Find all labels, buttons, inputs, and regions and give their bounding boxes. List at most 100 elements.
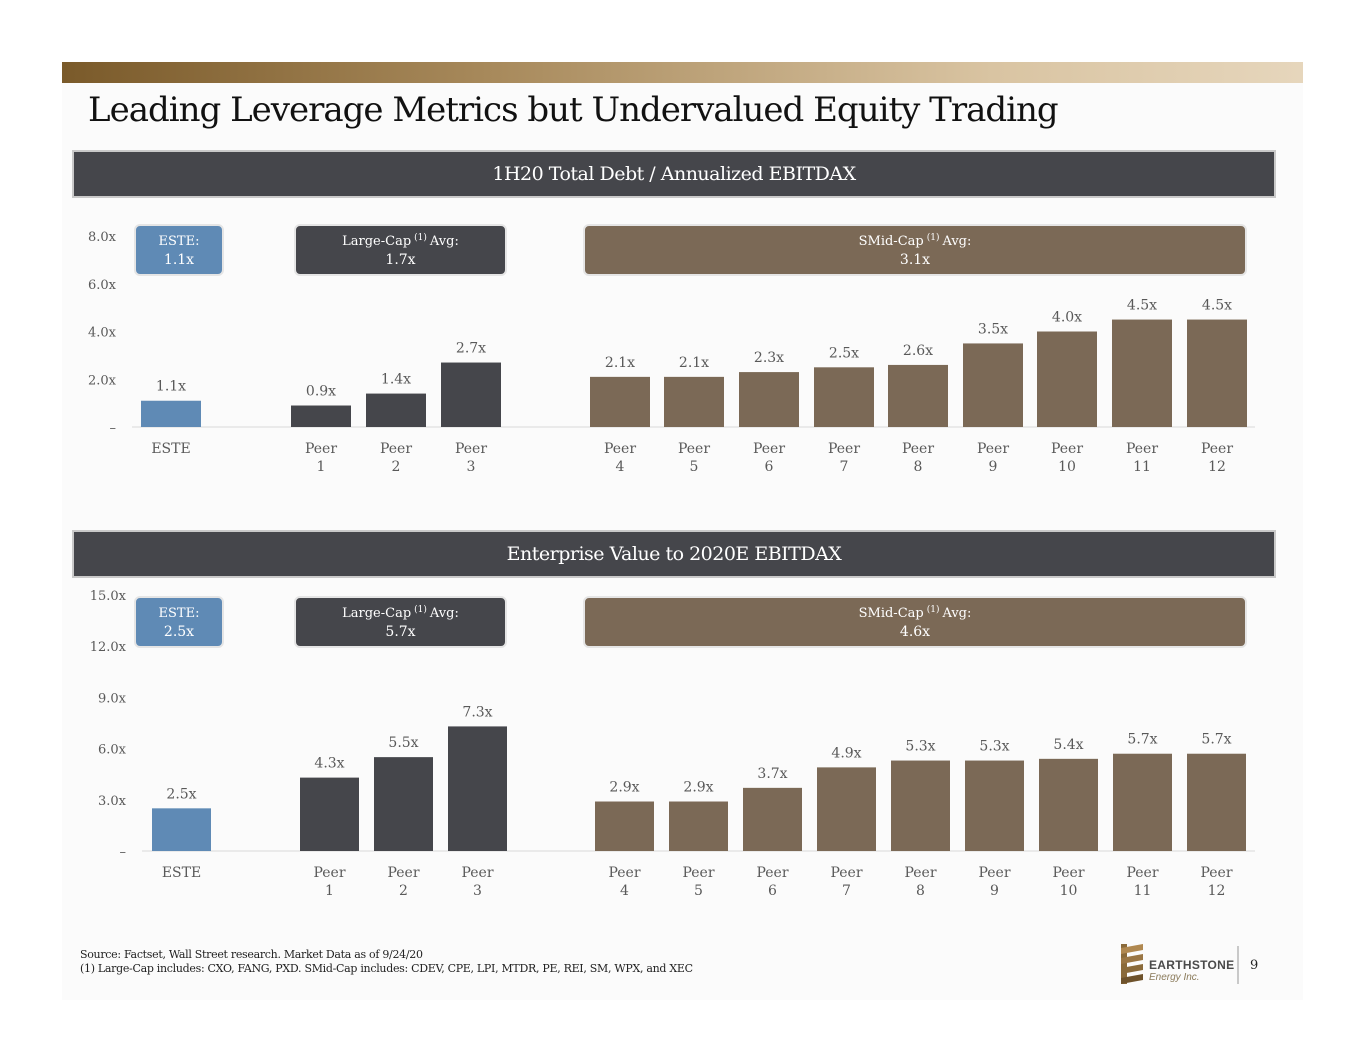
chart1-category-label: 2 [392, 459, 401, 475]
chart1-bar-peer-1 [291, 405, 351, 427]
chart1-category-label: 4 [616, 459, 625, 475]
chart2-bar-peer-7 [817, 767, 876, 851]
chart1-data-label: 0.9x [306, 384, 336, 400]
chart2-bar-peer-1 [300, 777, 359, 851]
chart1-category-label: Peer [902, 441, 934, 457]
chart2-avg-suffix: Avg: [429, 606, 459, 621]
chart2-category-label: Peer [608, 865, 640, 881]
chart1-avg-label-large_cap: Large-Cap (1) Avg: [342, 232, 459, 249]
chart2-category-label: Peer [313, 865, 345, 881]
chart1-category-label: Peer [1051, 441, 1083, 457]
chart1-category-label: Peer [305, 441, 337, 457]
chart1-avg-label-text: ESTE: [159, 234, 200, 249]
logo-subtitle: Energy Inc. [1149, 972, 1200, 983]
earthstone-logo-icon [1121, 944, 1143, 984]
chart2-ytick: – [120, 845, 127, 860]
chart2-avg-value-large_cap: 5.7x [385, 624, 415, 640]
chart2-avg-label-text: ESTE: [159, 606, 200, 621]
chart1-data-label: 2.5x [829, 345, 859, 361]
chart1-bar-peer-5 [664, 376, 724, 427]
chart1-category-label: 8 [914, 459, 923, 475]
chart1-avg-label-text: SMid-Cap [859, 234, 924, 249]
chart1-avg-label-text: Large-Cap [342, 234, 411, 249]
chart2-data-label: 5.3x [905, 739, 935, 755]
chart1-ytick: 6.0x [88, 278, 117, 293]
chart2-avg-label-large_cap: Large-Cap (1) Avg: [342, 604, 459, 621]
chart2-avg-box-este [134, 596, 224, 648]
chart2-data-label: 5.7x [1127, 732, 1157, 748]
chart2-avg-footnote-mark: (1) [414, 604, 427, 615]
logo-name: EARTHSTONE [1149, 958, 1235, 972]
chart2-bar-peer-5 [669, 801, 728, 851]
chart1-data-label: 4.5x [1127, 298, 1157, 314]
chart1-avg-value-large_cap: 1.7x [385, 252, 415, 268]
page-title: Leading Leverage Metrics but Undervalued… [88, 90, 1059, 130]
chart2-category-label: 12 [1208, 883, 1226, 899]
chart2-data-label: 5.4x [1053, 737, 1083, 753]
chart1-category-label: Peer [604, 441, 636, 457]
chart1-bar-peer-11 [1112, 319, 1172, 427]
chart1-data-label: 2.1x [679, 355, 709, 371]
chart2-category-label: 5 [694, 883, 703, 899]
chart1-bar-peer-8 [888, 364, 948, 427]
chart2-avg-box-smid_cap [583, 596, 1247, 648]
chart2-bar-peer-8 [891, 760, 950, 851]
chart1-category-label: Peer [1126, 441, 1158, 457]
chart2-bar-peer-2 [374, 757, 433, 851]
chart2-bar-peer-11 [1113, 753, 1172, 851]
chart2-category-label: Peer [978, 865, 1010, 881]
chart1-bar-peer-12 [1187, 319, 1247, 427]
chart2-category-label: 4 [620, 883, 629, 899]
chart2-avg-value-smid_cap: 4.6x [900, 624, 930, 640]
chart2-category-label: Peer [387, 865, 419, 881]
chart2-category-label: 10 [1060, 883, 1078, 899]
footnote-source: Source: Factset, Wall Street research. M… [80, 948, 423, 961]
chart1-bar-peer-2 [366, 393, 426, 427]
chart2-category-label: Peer [756, 865, 788, 881]
chart1-category-label: Peer [455, 441, 487, 457]
chart1-data-label: 1.1x [156, 379, 186, 395]
chart1-data-label: 3.5x [978, 321, 1008, 337]
chart2-title: Enterprise Value to 2020E EBITDAX [72, 530, 1276, 578]
chart2-data-label: 2.9x [609, 780, 639, 796]
chart2-avg-label-smid_cap: SMid-Cap (1) Avg: [859, 604, 972, 621]
chart1-category-label: 10 [1058, 459, 1076, 475]
chart2-ytick: 9.0x [98, 691, 127, 706]
chart1-data-label: 2.3x [754, 350, 784, 366]
chart1-bar-peer-6 [739, 372, 799, 427]
chart1-avg-box-smid_cap [583, 224, 1247, 276]
chart1-avg-footnote-mark: (1) [414, 232, 427, 243]
chart2-category-label: ESTE [162, 865, 201, 881]
chart1-avg-footnote-mark: (1) [927, 232, 940, 243]
chart2-category-label: Peer [682, 865, 714, 881]
logo-divider [1237, 946, 1239, 984]
chart2-data-label: 3.7x [757, 766, 787, 782]
chart1-category-label: 5 [690, 459, 699, 475]
chart2-data-label: 4.3x [314, 756, 344, 772]
chart1-data-label: 2.1x [605, 355, 635, 371]
chart2-data-label: 2.9x [683, 780, 713, 796]
chart2-ytick: 6.0x [98, 743, 127, 758]
chart1-bar-peer-9 [963, 343, 1023, 427]
chart2-avg-label-text: SMid-Cap [859, 606, 924, 621]
chart1-data-label: 2.7x [456, 341, 486, 357]
chart2-bar-peer-12 [1187, 753, 1246, 851]
chart1-data-label: 2.6x [903, 343, 933, 359]
chart1-bar-peer-7 [814, 367, 874, 427]
chart1-avg-value-este: 1.1x [164, 252, 194, 268]
chart2-data-label: 2.5x [166, 786, 196, 802]
top-accent-bar [62, 62, 1303, 83]
chart1-category-label: Peer [678, 441, 710, 457]
chart1-category-label: Peer [977, 441, 1009, 457]
chart2-data-label: 5.7x [1201, 732, 1231, 748]
chart1-avg-suffix: Avg: [941, 234, 971, 249]
footnotes: Source: Factset, Wall Street research. M… [80, 948, 693, 976]
chart1-category-label: 9 [989, 459, 998, 475]
chart1-avg-box-large_cap [294, 224, 507, 276]
chart1-category-label: 11 [1133, 459, 1151, 475]
chart2-category-label: 7 [842, 883, 851, 899]
chart2-avg-value-este: 2.5x [164, 624, 194, 640]
chart2-data-label: 7.3x [462, 704, 492, 720]
chart1-ytick: 2.0x [88, 373, 117, 388]
chart1-data-label: 4.5x [1202, 298, 1232, 314]
